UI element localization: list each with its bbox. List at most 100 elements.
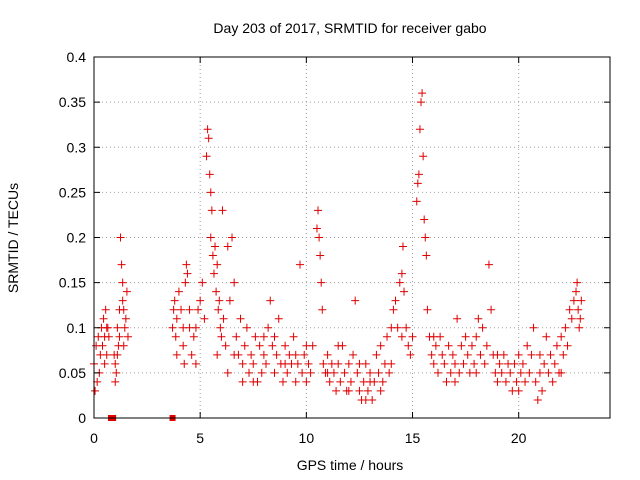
data-point [548, 377, 557, 386]
data-point [215, 296, 224, 305]
data-point [385, 368, 394, 377]
data-point [349, 350, 358, 359]
data-point [228, 233, 237, 242]
data-point [122, 287, 131, 296]
data-point [118, 296, 127, 305]
x-tick-label: 10 [299, 430, 315, 446]
data-point [216, 323, 225, 332]
y-tick-label: 0.3 [67, 139, 87, 155]
data-point [420, 215, 429, 224]
data-point [514, 386, 523, 395]
data-point [259, 332, 268, 341]
data-point [230, 350, 239, 359]
data-point [225, 296, 234, 305]
data-point [363, 386, 372, 395]
data-point [552, 341, 561, 350]
data-point [238, 377, 247, 386]
data-point [422, 251, 431, 260]
data-point [344, 359, 353, 368]
x-axis-label: GPS time / hours [297, 457, 404, 473]
data-point [206, 233, 215, 242]
data-point [298, 368, 307, 377]
data-point [472, 332, 481, 341]
data-point [238, 359, 247, 368]
data-point [346, 377, 355, 386]
data-point [281, 359, 290, 368]
data-point [383, 332, 392, 341]
data-point [376, 341, 385, 350]
data-point [523, 341, 532, 350]
data-point [174, 287, 183, 296]
x-tick-label: 20 [511, 430, 527, 446]
x-tick-label: 0 [90, 430, 98, 446]
data-point [334, 359, 343, 368]
y-tick-label: 0.1 [67, 320, 87, 336]
data-point [316, 251, 325, 260]
data-point [372, 350, 381, 359]
data-point [99, 314, 108, 323]
data-point [304, 359, 313, 368]
data-point [461, 332, 470, 341]
data-point [207, 206, 216, 215]
data-point [236, 314, 245, 323]
data-point [332, 386, 341, 395]
data-point [361, 395, 370, 404]
data-point [448, 350, 457, 359]
data-point [444, 341, 453, 350]
data-point [232, 332, 241, 341]
data-point [319, 359, 328, 368]
data-point [212, 287, 221, 296]
x-tick-label: 15 [405, 430, 421, 446]
data-point [171, 332, 180, 341]
data-point [181, 278, 190, 287]
data-point [102, 323, 111, 332]
data-point [323, 368, 332, 377]
data-point [172, 314, 181, 323]
data-point [312, 224, 321, 233]
data-point [289, 332, 298, 341]
data-point [438, 350, 447, 359]
data-point [211, 242, 220, 251]
data-point [535, 368, 544, 377]
data-point [189, 332, 198, 341]
data-point [119, 341, 128, 350]
data-point [120, 323, 129, 332]
data-point [378, 377, 387, 386]
data-point [404, 341, 413, 350]
data-point [214, 305, 223, 314]
data-point [115, 305, 124, 314]
y-tick-label: 0.05 [59, 365, 86, 381]
data-point [540, 359, 549, 368]
data-point [431, 341, 440, 350]
data-point [185, 305, 194, 314]
data-point [538, 386, 547, 395]
data-point [183, 269, 192, 278]
data-point [102, 350, 111, 359]
data-point [218, 206, 227, 215]
data-point [340, 368, 349, 377]
data-point [510, 359, 519, 368]
data-point [366, 368, 375, 377]
data-point [387, 359, 396, 368]
data-point [351, 296, 360, 305]
data-point [177, 305, 186, 314]
data-point [323, 350, 332, 359]
data-point [295, 260, 304, 269]
data-point [497, 368, 506, 377]
data-point [457, 341, 466, 350]
data-point [455, 368, 464, 377]
data-point [247, 350, 256, 359]
data-point [264, 323, 273, 332]
data-point [398, 242, 407, 251]
data-point [533, 395, 542, 404]
data-point [434, 368, 442, 377]
data-point [417, 98, 426, 107]
y-tick-label: 0.2 [67, 230, 87, 246]
data-point [209, 269, 218, 278]
data-point [245, 368, 254, 377]
data-point [113, 350, 122, 359]
data-point [419, 152, 428, 161]
data-point [569, 296, 578, 305]
data-point [561, 323, 570, 332]
data-point [230, 278, 239, 287]
